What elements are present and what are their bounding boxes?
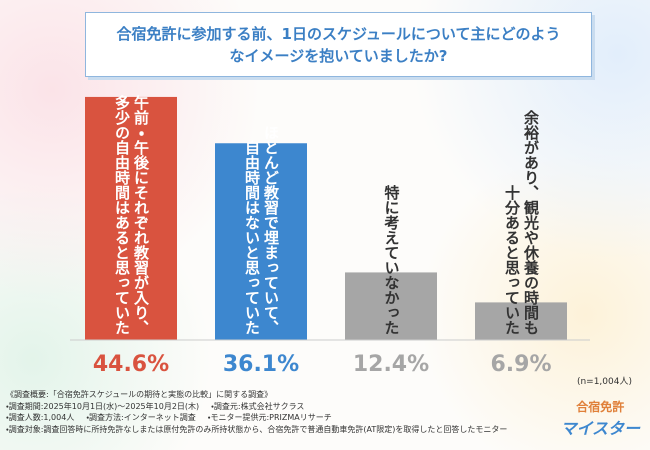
value-label: 44.6% <box>92 352 170 377</box>
bar <box>475 302 567 340</box>
footnote: 《調査概要:「合宿免許スケジュールの期待と実態の比較」に関する調査》 <box>6 390 273 399</box>
logo-text: 合宿免許 <box>576 400 625 414</box>
footnote: ・調査人数:1,004人 <box>6 413 75 422</box>
sample-note: (n=1,004人) <box>576 377 632 387</box>
bar <box>85 96 177 341</box>
title-box: 合宿免許に参加する前、1日のスケジュールについて主にどのようなイメージを抱いてい… <box>85 12 592 77</box>
footnote: ・調査元:株式会社サクラス <box>211 401 305 411</box>
footnotes: 《調査概要:「合宿免許スケジュールの期待と実態の比較」に関する調査》 ・調査期間… <box>6 389 566 435</box>
footnote: ・調査期間:2025年10月1日(水)〜2025年10月2日(木) <box>6 401 200 411</box>
footnote: ・調査方法:インターネット調査 <box>86 413 196 422</box>
bar <box>215 143 307 340</box>
logo-text: マイスター <box>560 419 640 438</box>
chart-title: 合宿免許に参加する前、1日のスケジュールについて主にどのようなイメージを抱いてい… <box>116 24 561 65</box>
footnote: ・モニター提供元:PRIZMAリサーチ <box>207 413 332 422</box>
footnote: ・調査対象:調査回答時に所持免許なしまたは原付免許のみ所持状態から、合宿免許で普… <box>6 424 508 434</box>
value-label: 36.1% <box>222 352 300 377</box>
category-label: 特に考えていなかった <box>382 185 401 335</box>
value-label: 12.4% <box>352 352 430 377</box>
logo: 合宿免許 マイスター <box>560 398 640 439</box>
value-label: 6.9% <box>490 352 552 377</box>
bar <box>345 272 437 340</box>
category-label: ほとんど教習で埋まっていて、自由時間はないと思っていた <box>243 125 280 335</box>
category-label: 余裕があり、観光や休養の時間も十分あると思っていた <box>503 110 540 335</box>
category-label: 午前・午後にそれぞれ教習が入り、多少の自由時間はあると思っていた <box>113 95 150 335</box>
